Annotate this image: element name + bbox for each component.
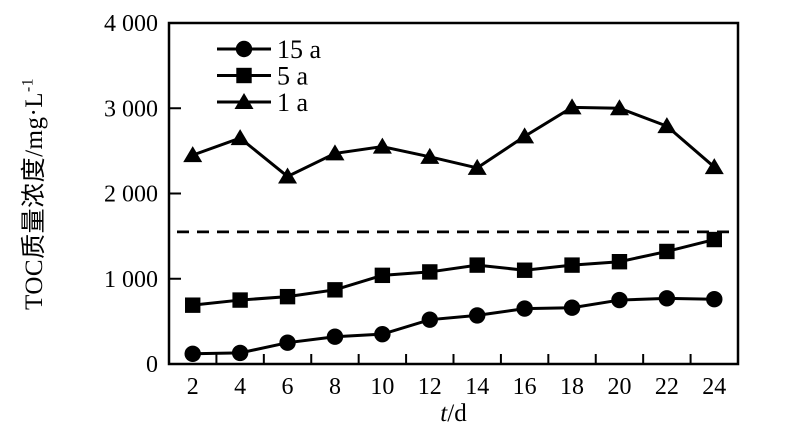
- marker-circle-15-a: [469, 307, 486, 324]
- marker-circle-15-a: [326, 328, 344, 345]
- marker-circle-15-a: [421, 311, 438, 328]
- legend-marker-5-a: [236, 67, 252, 84]
- marker-circle-15-a: [374, 325, 391, 343]
- marker-triangle-1-a: [372, 137, 392, 154]
- marker-triangle-1-a: [657, 117, 677, 134]
- marker-square-5-a: [469, 257, 485, 273]
- marker-circle-15-a: [706, 291, 723, 308]
- x-tick-label: 16: [513, 374, 537, 400]
- x-tick-label: 22: [655, 374, 679, 400]
- marker-triangle-1-a: [420, 147, 440, 164]
- series-line-1-a: [192, 105, 716, 179]
- legend-marker-15-a: [235, 40, 253, 58]
- marker-circle-15-a: [611, 291, 628, 309]
- marker-square-5-a: [516, 262, 533, 278]
- x-tick-label: 6: [282, 374, 294, 400]
- marker-triangle-1-a: [704, 158, 724, 175]
- marker-triangle-1-a: [467, 158, 487, 175]
- marker-triangle-1-a: [609, 99, 629, 116]
- series-line-15-a: [192, 296, 715, 356]
- marker-triangle-1-a: [562, 98, 582, 115]
- marker-square-5-a: [185, 297, 201, 313]
- x-axis-title: t/d: [169, 400, 738, 428]
- x-axis-title-unit: /d: [447, 400, 467, 427]
- series-line-5-a: [192, 238, 715, 307]
- marker-triangle-1-a: [278, 167, 298, 184]
- marker-circle-15-a: [231, 344, 249, 362]
- x-tick-label: 10: [370, 374, 394, 400]
- marker-triangle-1-a: [230, 129, 250, 146]
- legend-label-15-a: 15 a: [277, 35, 322, 64]
- marker-square-5-a: [564, 257, 580, 273]
- x-tick-label: 8: [329, 374, 341, 400]
- x-tick-label: 20: [607, 374, 631, 400]
- x-axis-title-variable: t: [440, 400, 448, 427]
- marker-circle-15-a: [516, 300, 533, 317]
- marker-triangle-1-a: [183, 146, 203, 163]
- marker-square-5-a: [374, 267, 391, 284]
- marker-square-5-a: [422, 264, 438, 280]
- marker-circle-15-a: [279, 334, 296, 351]
- y-tick-label: 1 000: [104, 267, 158, 293]
- marker-square-5-a: [706, 231, 722, 248]
- legend-marker-1-a: [234, 93, 254, 109]
- marker-circle-15-a: [563, 299, 581, 316]
- x-tick-label: 12: [418, 374, 442, 400]
- x-tick-label: 4: [234, 374, 246, 400]
- x-tick-label: 2: [187, 374, 199, 400]
- marker-triangle-1-a: [515, 127, 535, 144]
- marker-triangle-1-a: [325, 144, 345, 161]
- marker-square-5-a: [327, 282, 343, 298]
- y-tick-label: 2 000: [104, 182, 158, 208]
- y-tick-label: 4 000: [104, 11, 158, 37]
- marker-circle-15-a: [658, 290, 676, 307]
- x-tick-label: 18: [560, 374, 584, 400]
- x-tick-label: 24: [702, 374, 726, 400]
- x-tick-label: 14: [465, 374, 489, 400]
- marker-circle-15-a: [184, 345, 201, 362]
- legend-label-1-a: 1 a: [277, 88, 309, 117]
- marker-square-5-a: [279, 288, 296, 305]
- y-tick-label: 0: [146, 352, 158, 378]
- y-tick-label: 3 000: [104, 96, 158, 122]
- marker-square-5-a: [232, 292, 248, 308]
- legend-label-5-a: 5 a: [277, 62, 309, 91]
- marker-square-5-a: [659, 243, 675, 260]
- marker-square-5-a: [611, 254, 628, 270]
